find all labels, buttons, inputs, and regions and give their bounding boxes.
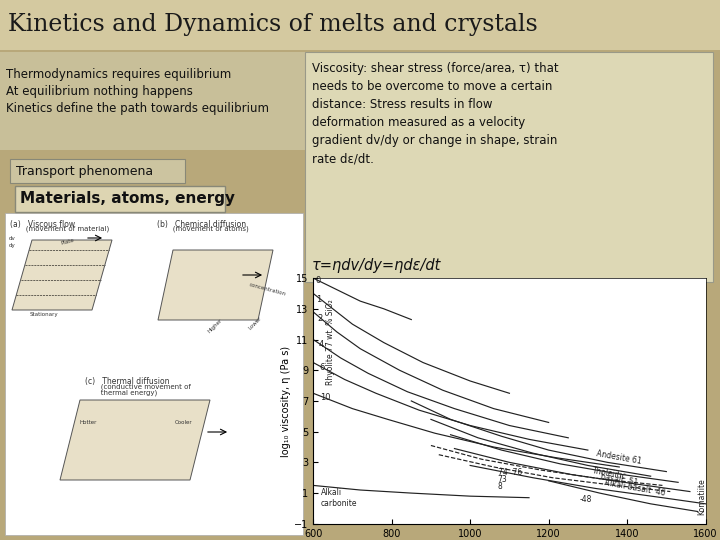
Text: Kinetics and Dynamics of melts and crystals: Kinetics and Dynamics of melts and cryst… — [8, 14, 538, 37]
Text: basalt  51: basalt 51 — [600, 472, 639, 488]
Text: 1: 1 — [316, 295, 322, 304]
Polygon shape — [60, 400, 210, 480]
Text: Thermodynamics requires equilibrium: Thermodynamics requires equilibrium — [6, 68, 231, 81]
Text: 2: 2 — [317, 314, 323, 322]
Text: (movement of material): (movement of material) — [10, 226, 109, 233]
Bar — [0, 52, 310, 150]
Text: Viscosity: shear stress (force/area, τ) that: Viscosity: shear stress (force/area, τ) … — [312, 62, 559, 75]
Polygon shape — [158, 250, 273, 320]
Bar — [305, 52, 713, 282]
Text: concentration: concentration — [248, 282, 286, 296]
Bar — [0, 0, 720, 50]
Text: Tholeiitic: Tholeiitic — [592, 465, 628, 481]
Text: Hotter: Hotter — [80, 420, 97, 424]
Text: Materials, atoms, energy: Materials, atoms, energy — [20, 192, 235, 206]
Text: Lower: Lower — [248, 316, 263, 331]
Text: (movement of atoms): (movement of atoms) — [157, 226, 248, 233]
Text: dv: dv — [9, 235, 16, 240]
Text: Higher: Higher — [207, 318, 223, 334]
Text: Stationary: Stationary — [30, 312, 58, 317]
Text: 4: 4 — [318, 340, 323, 349]
Bar — [5, 213, 303, 535]
Text: (a)   Viscous flow: (a) Viscous flow — [10, 220, 75, 229]
Text: Andesite 61: Andesite 61 — [595, 449, 642, 466]
Bar — [10, 159, 185, 183]
Text: Komatiite: Komatiite — [697, 478, 706, 515]
Text: At equilibrium nothing happens: At equilibrium nothing happens — [6, 85, 193, 98]
Text: 73: 73 — [498, 475, 508, 484]
Text: Transport phenomena: Transport phenomena — [16, 165, 153, 178]
Text: Plate: Plate — [60, 238, 75, 246]
Bar — [15, 186, 225, 212]
Text: Cooler: Cooler — [175, 420, 193, 424]
Text: gradient dv/dy or change in shape, strain: gradient dv/dy or change in shape, strai… — [312, 134, 557, 147]
Text: Alkali
carbonite: Alkali carbonite — [321, 489, 358, 508]
Text: (b)   Chemical diffusion: (b) Chemical diffusion — [157, 220, 246, 229]
Text: Alkali basalt  46: Alkali basalt 46 — [603, 478, 666, 497]
Y-axis label: log₁₀ viscosity, η (Pa s): log₁₀ viscosity, η (Pa s) — [282, 346, 292, 456]
Text: (conductive movement of: (conductive movement of — [85, 383, 191, 389]
Text: rate dε/dt.: rate dε/dt. — [312, 152, 374, 165]
Text: -48: -48 — [580, 496, 593, 504]
Text: Kinetics define the path towards equilibrium: Kinetics define the path towards equilib… — [6, 102, 269, 115]
Polygon shape — [12, 240, 112, 310]
Text: 74  76: 74 76 — [498, 468, 522, 477]
Text: distance: Stress results in flow: distance: Stress results in flow — [312, 98, 492, 111]
Text: 8: 8 — [498, 482, 503, 491]
Text: deformation measured as a velocity: deformation measured as a velocity — [312, 116, 526, 129]
Text: τ=ηdv/dy=ηdε/dt: τ=ηdv/dy=ηdε/dt — [312, 258, 441, 273]
Text: (c)   Thermal diffusion: (c) Thermal diffusion — [85, 377, 169, 386]
Text: 0: 0 — [315, 276, 320, 285]
Text: thermal energy): thermal energy) — [85, 389, 157, 395]
Text: dy: dy — [9, 244, 16, 248]
Text: 6: 6 — [319, 363, 325, 372]
Text: 10: 10 — [320, 393, 330, 402]
Text: Rhyolite 77 wt. % SiO₂: Rhyolite 77 wt. % SiO₂ — [326, 300, 336, 386]
Text: needs to be overcome to move a certain: needs to be overcome to move a certain — [312, 80, 552, 93]
